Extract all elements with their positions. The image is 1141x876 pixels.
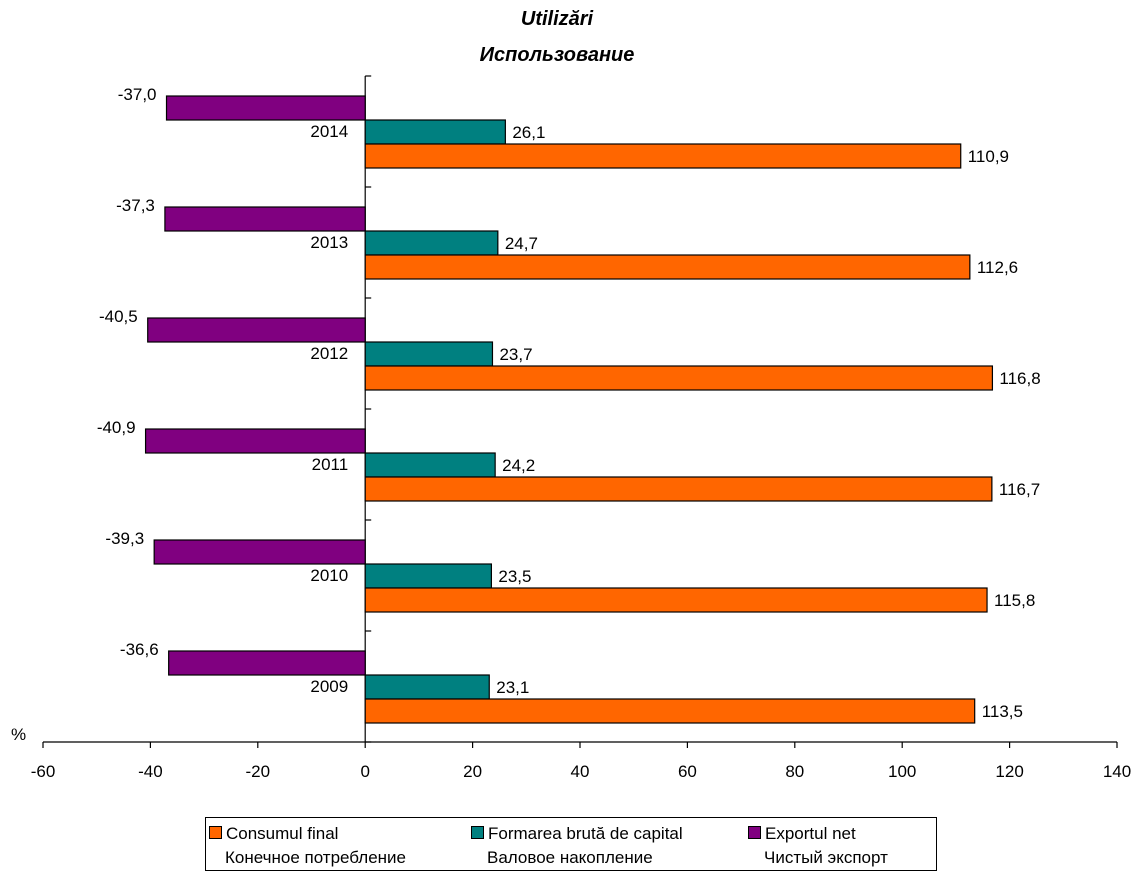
x-tick-label: 80	[785, 762, 804, 781]
x-tick-label: 140	[1103, 762, 1131, 781]
x-tick-label: 0	[360, 762, 369, 781]
bar	[144, 428, 366, 454]
data-label: 110,9	[968, 147, 1009, 166]
legend-label-exportul-net: Exportul net	[765, 824, 856, 843]
data-label: 113,5	[982, 702, 1023, 721]
x-tick-label: 40	[571, 762, 590, 781]
bar	[364, 230, 499, 256]
x-tick-label: 100	[888, 762, 916, 781]
bar	[364, 254, 971, 280]
bar	[364, 143, 962, 169]
data-label: 24,2	[502, 456, 535, 475]
data-label: 116,7	[999, 480, 1040, 499]
data-label: -37,0	[118, 85, 157, 104]
x-tick-label: -20	[246, 762, 271, 781]
chart-legend: Consumul final Конечное потребление Form…	[205, 817, 937, 871]
data-label: -37,3	[116, 196, 155, 215]
category-label: 2014	[310, 122, 348, 141]
bar	[168, 650, 366, 676]
data-label: 116,8	[999, 369, 1040, 388]
data-label: 26,1	[512, 123, 545, 142]
data-label: 23,1	[496, 678, 529, 697]
data-label: -36,6	[120, 640, 159, 659]
chart-bars	[144, 95, 994, 724]
legend-item-consumul-final: Consumul final Конечное потребление	[209, 822, 406, 870]
data-label: 115,8	[994, 591, 1035, 610]
legend-swatch-exportul-net	[748, 826, 761, 840]
data-label: -40,9	[97, 418, 136, 437]
data-label: 24,7	[505, 234, 538, 253]
legend-item-formarea-bruta: Formarea brută de capital Валовое накопл…	[471, 822, 683, 870]
data-label: 23,7	[499, 345, 532, 364]
category-label: 2012	[310, 344, 348, 363]
category-label: 2010	[310, 566, 348, 585]
x-tick-label: 20	[463, 762, 482, 781]
unit-label: %	[11, 725, 26, 744]
bar	[364, 452, 496, 478]
bar	[364, 476, 993, 502]
chart-data-labels: 2014 -37,0 26,1 110,9 2013 -37,3 24,7 112,6 2012…	[97, 85, 1041, 721]
bar	[364, 698, 976, 724]
x-tick-label: 60	[678, 762, 697, 781]
bar	[153, 539, 366, 565]
chart-axes: -60 -40 -20 0 20 40 60 80 100 120 140	[31, 75, 1131, 781]
chart-title: Utilizări	[521, 8, 594, 30]
category-label: 2013	[310, 233, 348, 252]
legend-swatch-formarea-bruta	[471, 826, 484, 840]
category-label: 2009	[310, 677, 348, 696]
bar	[165, 95, 366, 121]
bar	[364, 119, 506, 145]
bar	[364, 563, 492, 589]
bar	[164, 206, 366, 232]
chart-subtitle: Использование	[480, 44, 635, 66]
legend-sublabel-consumul-final: Конечное потребление	[225, 848, 406, 867]
bar	[364, 674, 490, 700]
bar	[364, 587, 988, 613]
bar	[364, 341, 494, 367]
bar	[364, 365, 994, 391]
legend-label-consumul-final: Consumul final	[226, 824, 339, 843]
data-label: 23,5	[498, 567, 531, 586]
legend-label-formarea-bruta: Formarea brută de capital	[488, 824, 683, 843]
legend-item-exportul-net: Exportul net Чистый экспорт	[748, 822, 888, 870]
data-label: -39,3	[105, 529, 144, 548]
data-label: 112,6	[977, 258, 1018, 277]
legend-sublabel-exportul-net: Чистый экспорт	[764, 848, 888, 867]
data-label: -40,5	[99, 307, 138, 326]
x-tick-label: 120	[995, 762, 1023, 781]
x-tick-label: -60	[31, 762, 56, 781]
x-tick-label: -40	[138, 762, 163, 781]
legend-swatch-consumul-final	[209, 826, 222, 840]
legend-sublabel-formarea-bruta: Валовое накопление	[487, 848, 653, 867]
category-label: 2011	[312, 455, 349, 474]
bar	[147, 317, 366, 343]
